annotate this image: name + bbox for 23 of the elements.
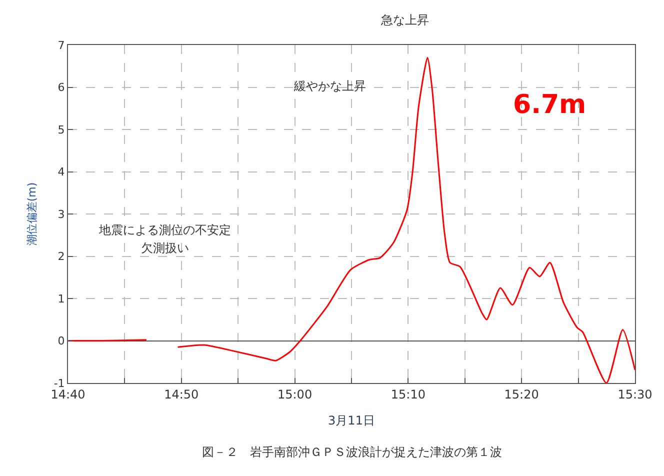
y-tick-label: 7	[58, 38, 65, 52]
x-axis-title: 3月11日	[328, 413, 375, 428]
y-tick-label: 5	[58, 123, 65, 136]
y-axis-title: 潮位偏差(m)	[25, 182, 38, 246]
annotation: 緩やかな上昇	[293, 79, 366, 93]
x-tick-label: 14:40	[50, 387, 86, 402]
x-tick-label: 15:20	[504, 387, 539, 402]
annotation: 地震による測位の不安定	[98, 223, 231, 237]
y-tick-label: 4	[58, 166, 65, 179]
annotation: 欠測扱い	[141, 241, 189, 255]
text: 図－２ 岩手南部沖ＧＰＳ波浪計が捉えた津波の第１波	[202, 445, 502, 459]
text: 急な上昇	[380, 13, 429, 27]
y-tick-label: -1	[54, 376, 65, 390]
annotation: 6.7m	[513, 90, 586, 120]
y-tick-label: 0	[58, 334, 65, 348]
x-tick-label: 15:30	[618, 387, 652, 402]
x-tick-label: 15:00	[277, 387, 312, 402]
y-tick-label: 6	[58, 81, 65, 94]
y-tick-label: 2	[58, 250, 65, 264]
y-tick-label: 1	[58, 292, 65, 306]
y-tick-label: 3	[58, 208, 65, 221]
x-tick-label: 15:10	[390, 387, 426, 402]
x-tick-label: 14:50	[164, 387, 199, 402]
